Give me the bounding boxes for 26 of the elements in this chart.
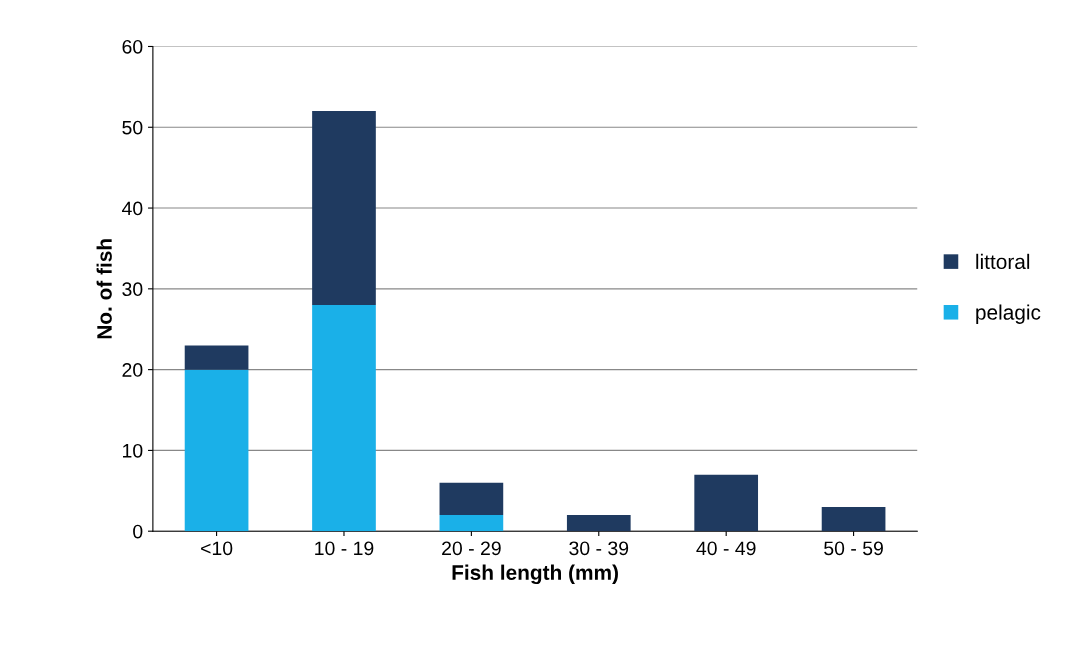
bar <box>184 345 249 370</box>
x-tick-label: 40 - 49 <box>696 541 756 556</box>
x-axis-title: Fish length (mm) <box>452 564 618 585</box>
y-tick-label: 10 <box>123 443 143 458</box>
y-tick-label: 50 <box>122 120 143 135</box>
y-tick-label: 40 <box>121 201 143 216</box>
bar <box>312 305 376 532</box>
y-tick-label: 20 <box>122 363 143 377</box>
bar <box>566 515 631 532</box>
y-tick-label: 0 <box>133 524 143 539</box>
x-tick-label: 20 - 29 <box>442 541 501 556</box>
bar <box>184 369 249 532</box>
x-tick-label: 50 - 59 <box>824 541 883 556</box>
legend-label: pelagic <box>976 304 1041 324</box>
y-tick-label: 60 <box>122 39 143 54</box>
x-tick-label: 30 - 39 <box>569 541 629 556</box>
bar <box>439 515 504 532</box>
x-tick-label: 10 - 19 <box>315 541 374 556</box>
x-tick-label: <10 <box>201 541 233 556</box>
y-axis-title: No. of fish <box>96 239 112 339</box>
bar <box>821 506 886 532</box>
y-tick-label: 30 <box>122 282 143 297</box>
bar <box>439 482 504 516</box>
legend-label: littoral <box>976 253 1030 270</box>
bar <box>694 474 759 532</box>
bar <box>312 111 376 305</box>
